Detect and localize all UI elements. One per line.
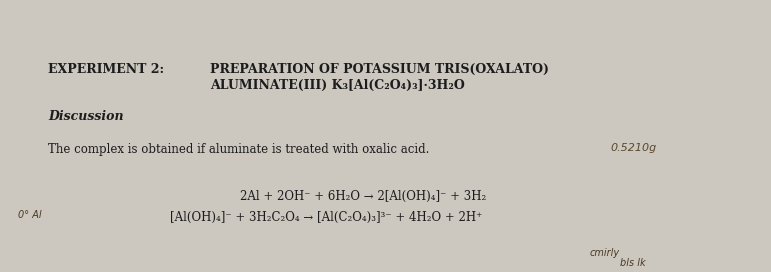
Text: bls lk: bls lk [620, 258, 645, 268]
Text: 0.5210g: 0.5210g [610, 143, 656, 153]
Text: Discussion: Discussion [48, 110, 123, 123]
Text: The complex is obtained if aluminate is treated with oxalic acid.: The complex is obtained if aluminate is … [48, 143, 429, 156]
Text: 2Al + 2OH⁻ + 6H₂O → 2[Al(OH)₄]⁻ + 3H₂: 2Al + 2OH⁻ + 6H₂O → 2[Al(OH)₄]⁻ + 3H₂ [240, 190, 487, 203]
Text: 0° Al: 0° Al [18, 210, 42, 220]
Text: [Al(OH)₄]⁻ + 3H₂C₂O₄ → [Al(C₂O₄)₃]³⁻ + 4H₂O + 2H⁺: [Al(OH)₄]⁻ + 3H₂C₂O₄ → [Al(C₂O₄)₃]³⁻ + 4… [170, 211, 482, 224]
Text: PREPARATION OF POTASSIUM TRIS(OXALATO): PREPARATION OF POTASSIUM TRIS(OXALATO) [210, 63, 549, 76]
Text: EXPERIMENT 2:: EXPERIMENT 2: [48, 63, 164, 76]
Text: cmirlу: cmirlу [590, 248, 620, 258]
Text: ALUMINATE(III) K₃[Al(C₂O₄)₃]·3H₂O: ALUMINATE(III) K₃[Al(C₂O₄)₃]·3H₂O [210, 79, 465, 92]
